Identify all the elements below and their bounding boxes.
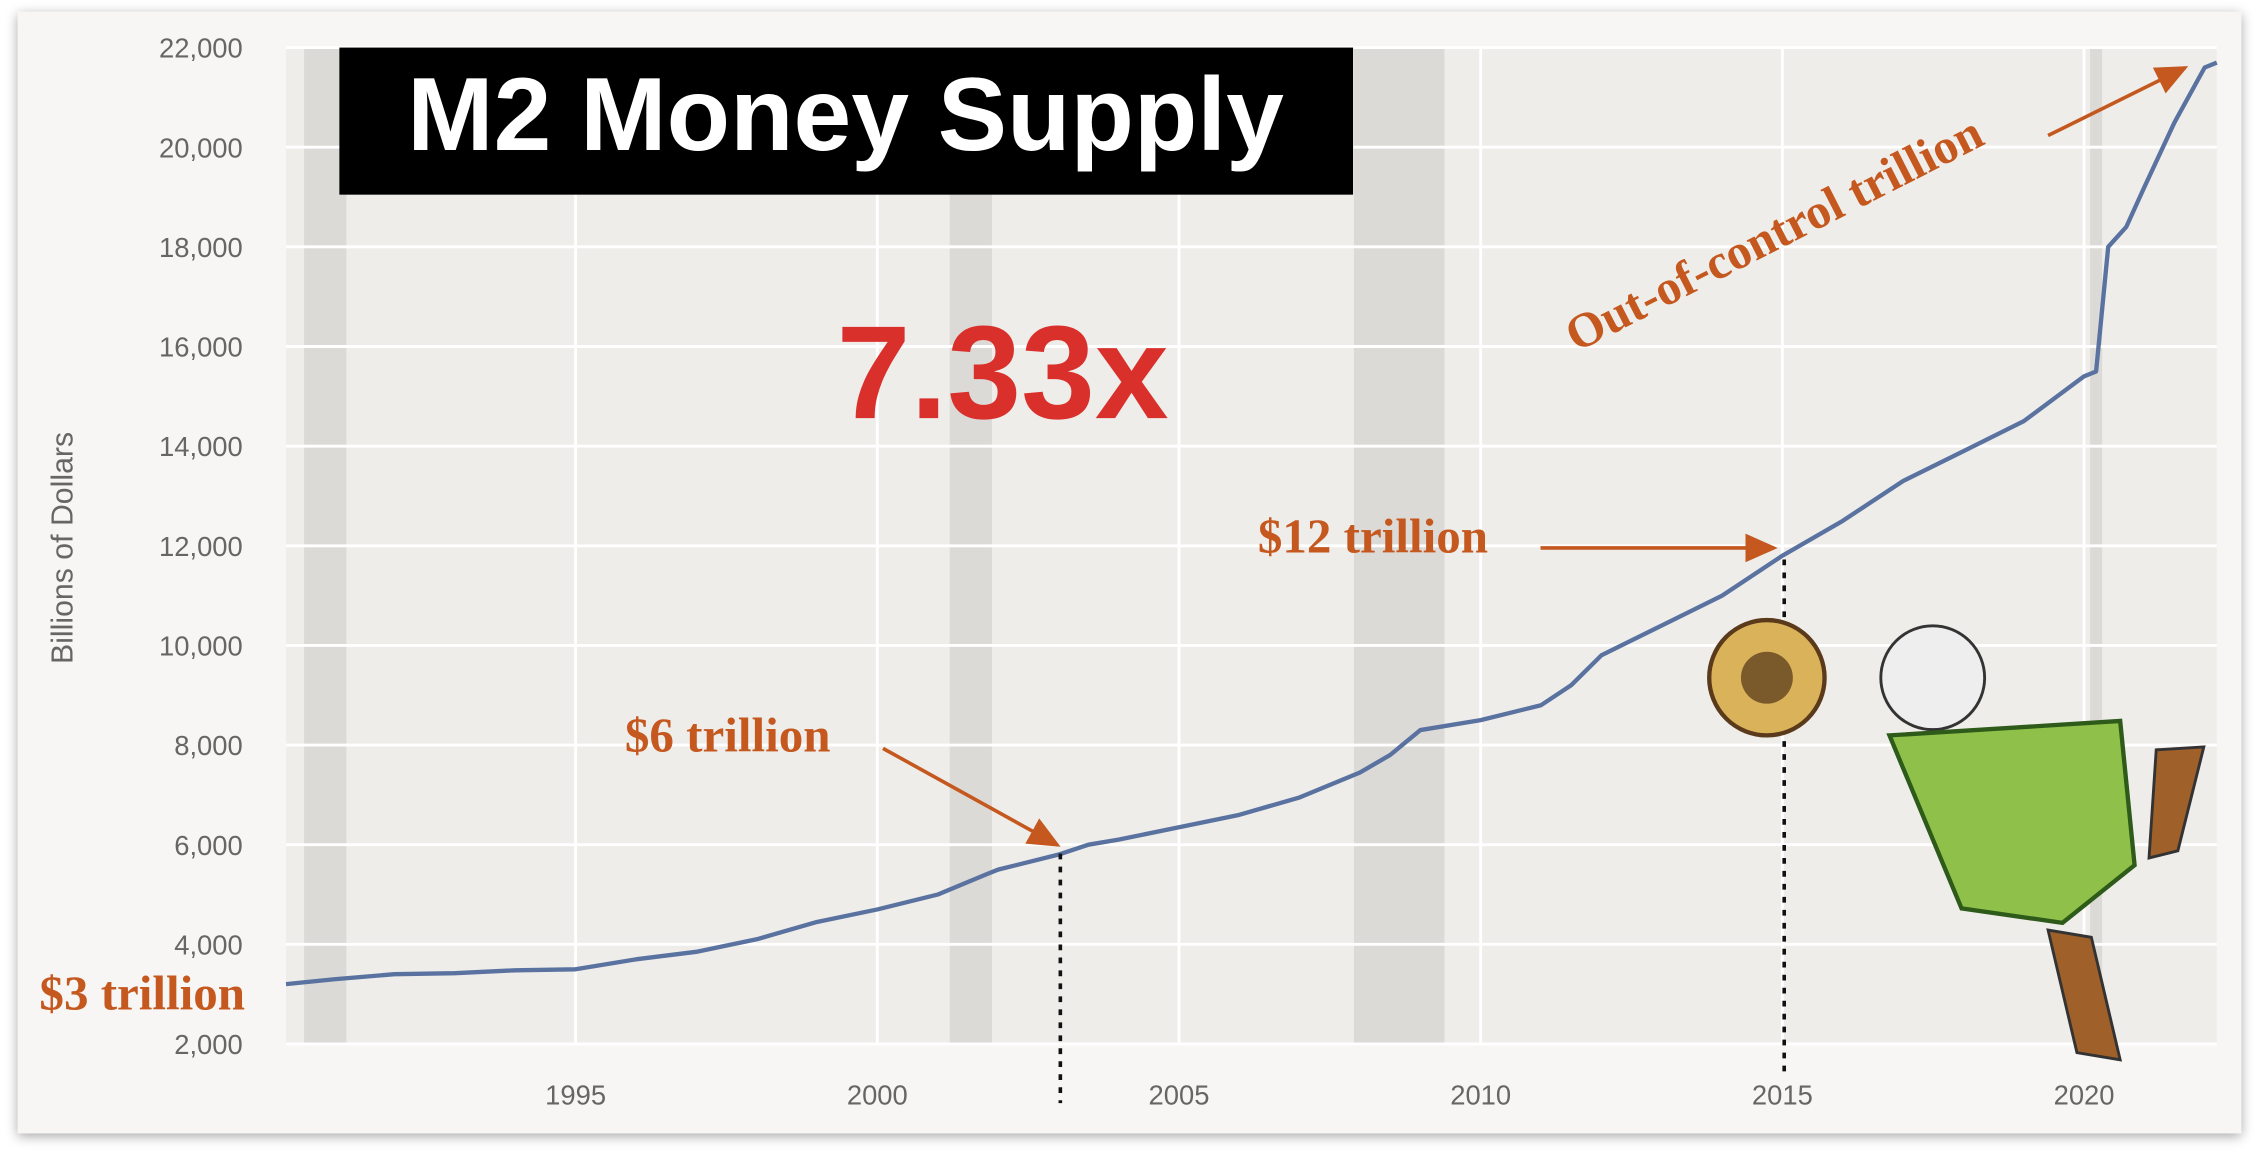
annotation: $6 trillion [625,707,831,762]
y-tick-label: 2,000 [174,1029,243,1060]
x-tick-label: 2005 [1149,1080,1210,1111]
y-tick-label: 8,000 [174,730,243,761]
y-axis-label: Billions of Dollars [47,432,80,664]
arrow [2047,66,2189,138]
x-tick-label: 2000 [847,1080,908,1111]
x-tick-label: 2015 [1752,1080,1813,1111]
x-tick-label: 1995 [545,1080,606,1111]
y-tick-label: 22,000 [159,33,243,64]
annotation: $12 trillion [1258,508,1488,563]
x-tick-label: 2010 [1450,1080,1511,1111]
y-tick-label: 16,000 [159,332,243,363]
title-box [339,47,1354,195]
y-tick-label: 10,000 [159,631,243,662]
y-tick-label: 18,000 [159,232,243,263]
x-tick-label: 2020 [2054,1080,2115,1111]
y-tick-label: 14,000 [159,431,243,462]
data-line [285,60,2218,987]
y-tick-label: 12,000 [159,531,243,562]
y-tick-label: 4,000 [174,929,243,960]
cartoon [1707,617,2206,1062]
chart-title: M2 Money Supply [407,57,1284,173]
y-tick-label: 6,000 [174,830,243,861]
y-tick-label: 20,000 [159,132,243,163]
annotation: $3 trillion [39,965,245,1020]
arrow [882,746,1061,847]
headline: 7.33x [837,299,1169,447]
